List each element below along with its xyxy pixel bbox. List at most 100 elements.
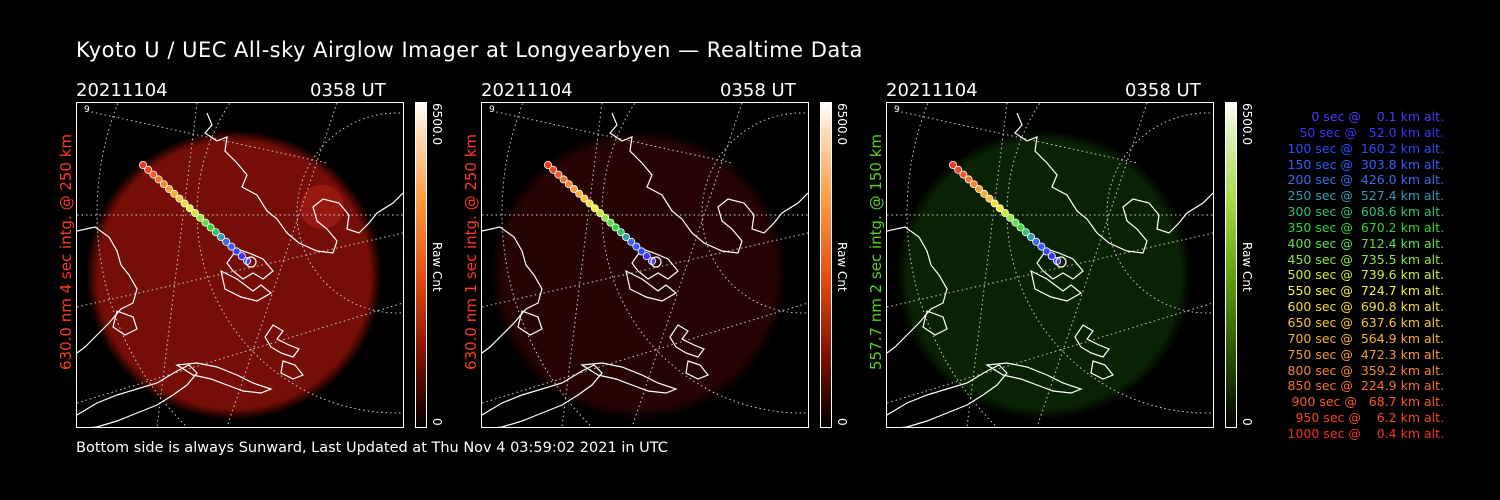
- trajectory-point: [1021, 228, 1030, 237]
- panel-1-wavelength-label: 630.0 nm 4 sec intg. @ 250 km: [57, 133, 75, 370]
- trajectory-point: [159, 180, 168, 189]
- trajectory-point: [170, 189, 179, 198]
- panel-2-colorbar-max: 6500.0: [835, 103, 849, 145]
- balloon-trajectory: [139, 161, 257, 268]
- trajectory-point: [964, 175, 973, 184]
- trajectory-point: [554, 170, 563, 179]
- legend-row: 450 sec @ 735.5 km alt.: [1287, 251, 1444, 267]
- panel-2-map-id: 9: [489, 105, 495, 115]
- coastline: [77, 112, 403, 427]
- legend-row: 300 sec @ 608.6 km alt.: [1287, 204, 1444, 220]
- trajectory-point: [949, 161, 958, 170]
- coastline: [887, 112, 1213, 427]
- legend-row: 850 sec @ 224.9 km alt.: [1287, 378, 1444, 394]
- trajectory-point: [637, 247, 646, 256]
- trajectory-point: [165, 185, 174, 194]
- trajectory-point: [1037, 242, 1046, 251]
- legend-row: 150 sec @ 303.8 km alt.: [1287, 156, 1444, 172]
- panel-2-colorbar: [820, 102, 832, 428]
- airglow-field: [896, 130, 1192, 420]
- panel-1-allsky-image: 9: [76, 102, 404, 428]
- trajectory-point: [549, 165, 558, 174]
- trajectory-point: [564, 180, 573, 189]
- trajectory-point: [149, 170, 158, 179]
- balloon-trajectory: [949, 161, 1067, 268]
- panel-1-time: 0358 UT: [310, 80, 386, 101]
- trajectory-point: [1032, 237, 1041, 246]
- trajectory-point: [559, 175, 568, 184]
- trajectory-point: [585, 199, 594, 208]
- trajectory-point: [1026, 232, 1035, 241]
- airglow-field: [491, 130, 787, 420]
- trajectory-point: [642, 252, 651, 261]
- legend-row: 250 sec @ 527.4 km alt.: [1287, 188, 1444, 204]
- legend-row: 400 sec @ 712.4 km alt.: [1287, 235, 1444, 251]
- trajectory-point: [959, 170, 968, 179]
- trajectory-point: [621, 232, 630, 241]
- legend-row: 650 sec @ 637.6 km alt.: [1287, 314, 1444, 330]
- trajectory-point: [139, 161, 148, 170]
- trajectory-point: [616, 228, 625, 237]
- trajectory-point: [611, 223, 620, 232]
- trajectory-point: [206, 223, 215, 232]
- trajectory-point: [154, 175, 163, 184]
- panel-2-colorbar-unit: Raw Cnt: [835, 242, 849, 292]
- trajectory-point: [606, 218, 615, 227]
- trajectory-point: [185, 204, 194, 213]
- trajectory-point: [570, 185, 579, 194]
- panel-2-date: 20211104: [481, 80, 573, 101]
- legend-row: 600 sec @ 690.8 km alt.: [1287, 299, 1444, 315]
- panel-3-map-id: 9: [894, 105, 900, 115]
- panel-1-colorbar: [415, 102, 427, 428]
- legend-row: 100 sec @ 160.2 km alt.: [1287, 140, 1444, 156]
- trajectory-point: [232, 247, 241, 256]
- trajectory-point: [575, 189, 584, 198]
- legend-row: 350 sec @ 670.2 km alt.: [1287, 219, 1444, 235]
- panel-3-colorbar-min: 0: [1240, 418, 1254, 426]
- trajectory-point: [969, 180, 978, 189]
- trajectory-point: [627, 237, 636, 246]
- trajectory-point: [191, 209, 200, 218]
- trajectory-point: [980, 189, 989, 198]
- panel-3-colorbar-unit: Raw Cnt: [1240, 242, 1254, 292]
- legend-row: 750 sec @ 472.3 km alt.: [1287, 346, 1444, 362]
- launch-site-marker: [245, 256, 257, 268]
- airglow-field: [86, 130, 382, 420]
- trajectory-point: [995, 204, 1004, 213]
- lat-lon-grid: [77, 103, 403, 427]
- legend-row: 200 sec @ 426.0 km alt.: [1287, 172, 1444, 188]
- page-title: Kyoto U / UEC All-sky Airglow Imager at …: [76, 38, 863, 62]
- launch-site-marker: [1055, 256, 1067, 268]
- panel-1-map-id: 9: [84, 105, 90, 115]
- trajectory-point: [211, 228, 220, 237]
- panel-1-colorbar-unit: Raw Cnt: [430, 242, 444, 292]
- panel-3-colorbar: [1225, 102, 1237, 428]
- panel-3-allsky-image: 9: [886, 102, 1214, 428]
- panel-1-date: 20211104: [76, 80, 168, 101]
- legend-row: 900 sec @ 68.7 km alt.: [1291, 394, 1444, 410]
- trajectory-point: [590, 204, 599, 213]
- panel-3-wavelength-label: 557.7 nm 2 sec intg. @ 150 km: [867, 133, 885, 370]
- legend-row: 700 sec @ 564.9 km alt.: [1287, 330, 1444, 346]
- trajectory-point: [544, 161, 553, 170]
- allsky-map-svg: [77, 103, 403, 427]
- trajectory-point: [180, 199, 189, 208]
- allsky-map-svg: [482, 103, 808, 427]
- lat-lon-grid: [887, 103, 1213, 427]
- legend-row: 500 sec @ 739.6 km alt.: [1287, 267, 1444, 283]
- trajectory-point: [954, 165, 963, 174]
- trajectory-point: [1006, 213, 1015, 222]
- legend-row: 0 sec @ 0.1 km alt.: [1311, 109, 1444, 124]
- trajectory-point: [144, 165, 153, 174]
- panel-2-time: 0358 UT: [720, 80, 796, 101]
- trajectory-point: [216, 232, 225, 241]
- panel-2-colorbar-min: 0: [835, 418, 849, 426]
- legend-row: 950 sec @ 6.2 km alt.: [1295, 410, 1444, 426]
- coastline: [482, 112, 808, 427]
- trajectory-point: [1011, 218, 1020, 227]
- airglow-spot: [300, 185, 344, 229]
- trajectory-point: [196, 213, 205, 222]
- footer-note: Bottom side is always Sunward, Last Upda…: [76, 440, 668, 456]
- balloon-trajectory: [544, 161, 662, 268]
- trajectory-point: [580, 194, 589, 203]
